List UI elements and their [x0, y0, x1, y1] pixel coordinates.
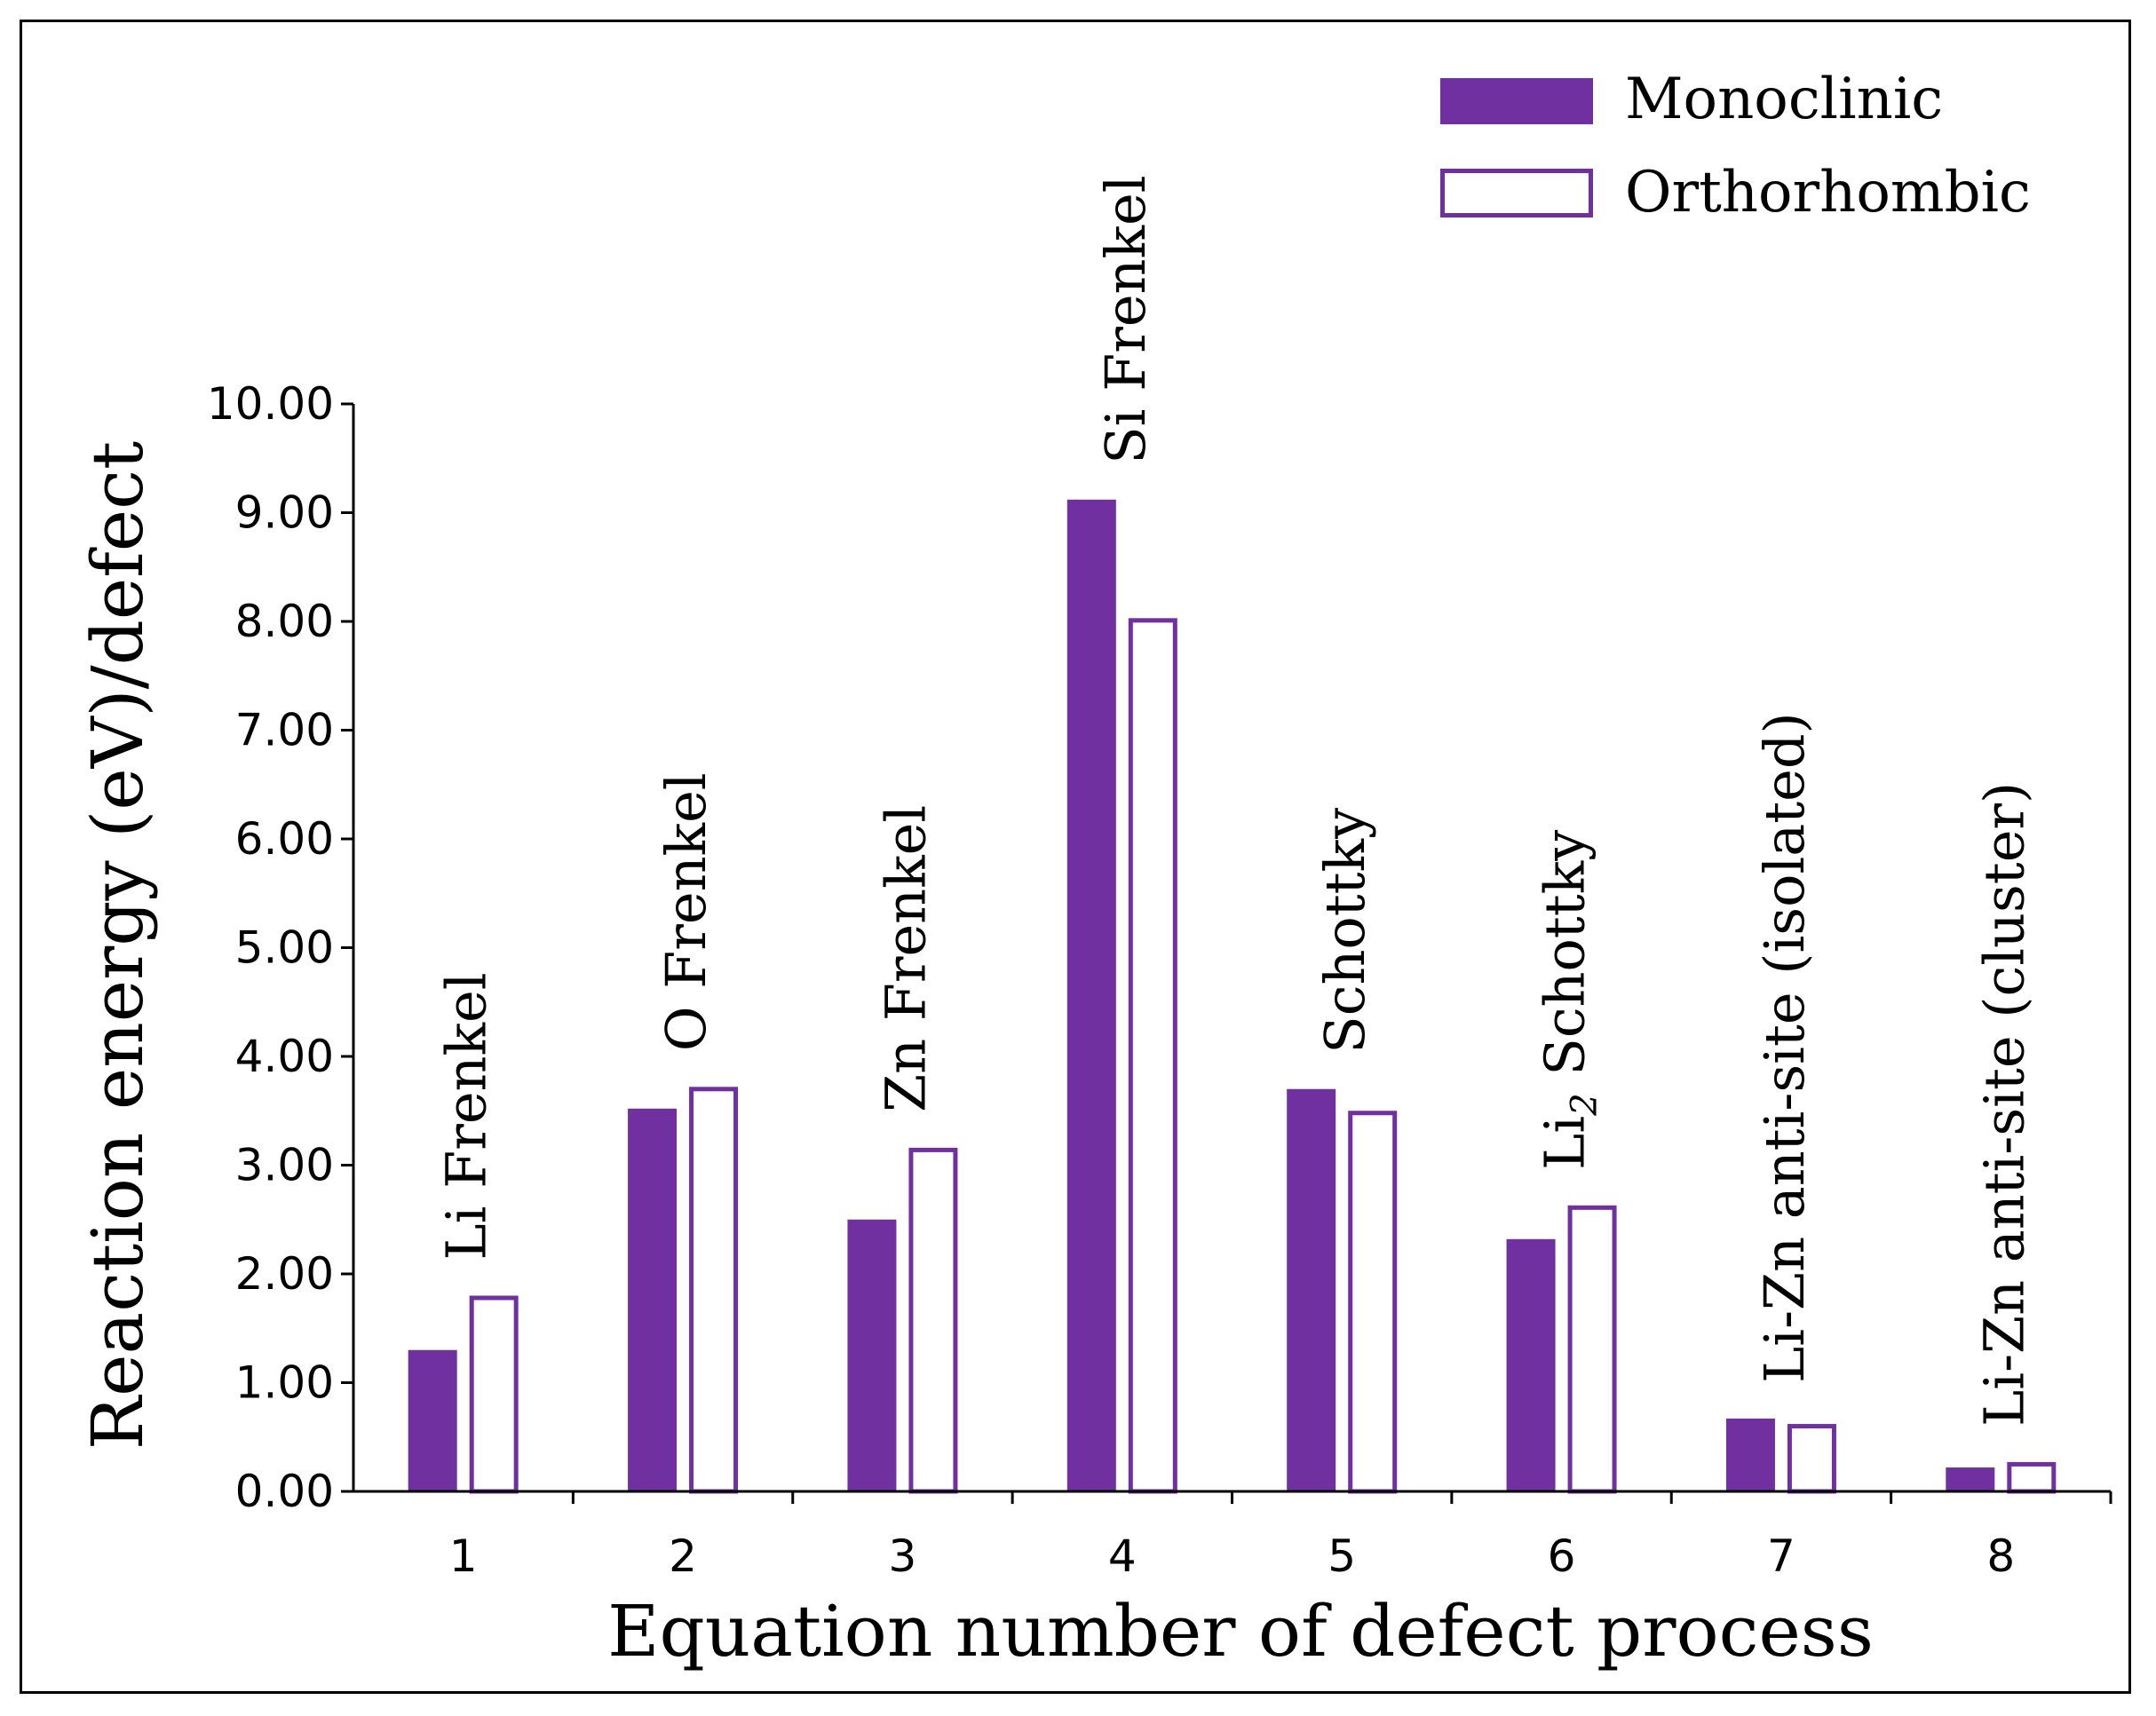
bar-orthorhombic — [2007, 1461, 2057, 1494]
bar-orthorhombic — [1787, 1424, 1836, 1494]
bar-monoclinic — [628, 1108, 678, 1491]
x-tick-label: 5 — [1328, 1530, 1356, 1582]
x-tick-label: 4 — [1108, 1530, 1137, 1582]
bar-orthorhombic — [689, 1087, 739, 1494]
legend-swatch-monoclinic — [1440, 78, 1593, 124]
bar-annotation: Li2 Schottky — [1533, 830, 1605, 1170]
x-axis-title: Equation number of defect process — [607, 1590, 1874, 1673]
bar-orthorhombic — [1128, 618, 1177, 1494]
bar-monoclinic — [1725, 1418, 1775, 1491]
y-tick-label: 10.00 — [207, 378, 334, 430]
y-tick-label: 5.00 — [235, 922, 334, 974]
bar-monoclinic — [408, 1349, 457, 1491]
bar-monoclinic — [847, 1219, 897, 1491]
x-tick-label: 6 — [1548, 1530, 1576, 1582]
legend-swatch-orthorhombic — [1440, 169, 1593, 217]
bar-orthorhombic — [1348, 1111, 1398, 1494]
x-tick-label: 2 — [669, 1530, 697, 1582]
y-tick-label: 9.00 — [235, 487, 334, 539]
legend-label-monoclinic: Monoclinic — [1625, 67, 1943, 132]
bar-monoclinic — [1946, 1467, 1995, 1491]
y-tick-label: 4.00 — [235, 1031, 334, 1082]
y-tick-label: 1.00 — [235, 1357, 334, 1409]
bar-orthorhombic — [908, 1147, 958, 1494]
y-tick-label: 8.00 — [235, 596, 334, 647]
legend-label-orthorhombic: Orthorhombic — [1625, 160, 2031, 225]
y-axis-title: Reaction energy (eV)/defect — [76, 441, 159, 1450]
x-tick-label: 3 — [889, 1530, 917, 1582]
bar-annotation: Li Frenkel — [434, 972, 499, 1260]
y-tick-label: 6.00 — [235, 813, 334, 865]
bar-annotation: Li-Zn anti-site (cluster) — [1971, 782, 2036, 1427]
bar-annotation: Li-Zn anti-site (isolated) — [1752, 712, 1817, 1383]
bar-orthorhombic — [1567, 1205, 1617, 1494]
bar-annotation: Zn Frenkel — [873, 805, 938, 1112]
bar-monoclinic — [1506, 1238, 1556, 1491]
bar-monoclinic — [1287, 1088, 1336, 1491]
bar-orthorhombic — [469, 1295, 519, 1494]
bar-annotation: O Frenkel — [654, 772, 718, 1051]
y-tick-label: 2.00 — [235, 1248, 334, 1300]
x-tick-label: 1 — [449, 1530, 478, 1582]
y-tick-label: 0.00 — [235, 1466, 334, 1517]
y-tick-label: 3.00 — [235, 1140, 334, 1191]
y-tick-label: 7.00 — [235, 705, 334, 756]
bar-annotation: Si Frenkel — [1093, 175, 1158, 463]
bar-monoclinic — [1066, 499, 1116, 1491]
x-tick-label: 8 — [1986, 1530, 2015, 1582]
bar-annotation: Schottky — [1312, 808, 1377, 1054]
x-tick-label: 7 — [1767, 1530, 1795, 1582]
